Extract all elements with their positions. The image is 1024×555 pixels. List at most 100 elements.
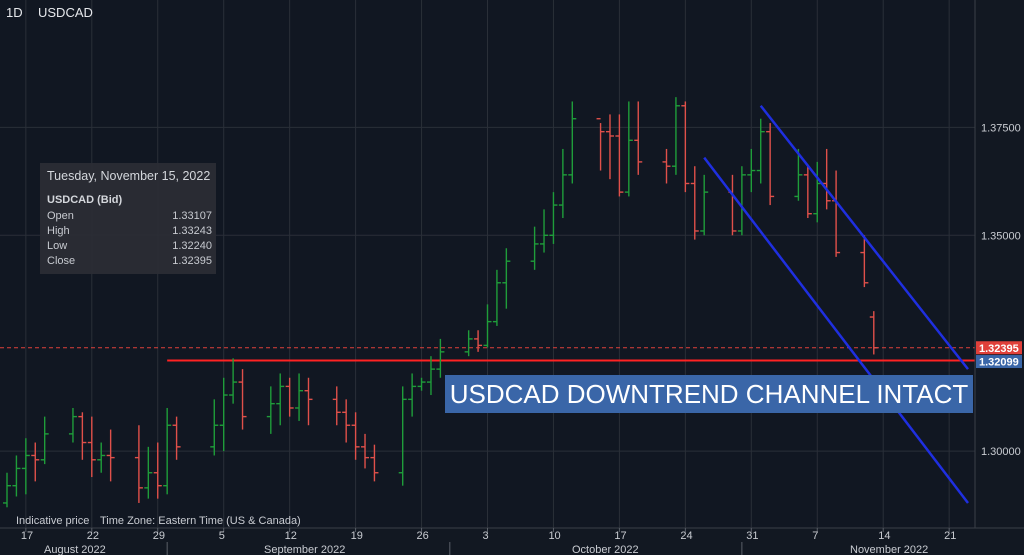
ohlc-bar[interactable] [106, 429, 115, 482]
info-row-high: High 1.33243 [47, 225, 212, 239]
support-price-label: 1.32099 [979, 357, 1019, 369]
ohlc-bar[interactable] [483, 304, 492, 348]
ohlc-bar[interactable] [12, 455, 21, 497]
ohlc-bar[interactable] [210, 399, 219, 456]
ohlc-bar[interactable] [436, 338, 445, 378]
ohlc-bar[interactable] [596, 118, 605, 171]
ohlc-bar[interactable] [728, 174, 737, 236]
info-row-low: Low 1.32240 [47, 240, 212, 254]
channel-lower-line[interactable] [703, 156, 969, 504]
time-axis-background [0, 528, 1024, 555]
ohlc-bar[interactable] [605, 114, 614, 180]
x-tick-label: 3 [483, 530, 489, 542]
ohlc-bar[interactable] [832, 170, 841, 257]
downtrend-channel[interactable] [703, 104, 969, 504]
ohlc-bar[interactable] [474, 330, 483, 352]
time-axis[interactable]: 17 22 29 5 12 19 26 3 10 17 24 31 7 14 21 August 2022 Se… [0, 527, 1024, 555]
ohlc-bar[interactable] [3, 472, 11, 508]
ohlc-bar[interactable] [361, 433, 370, 469]
ohlc-bar[interactable] [408, 373, 417, 417]
y-tick-label: 1.35000 [981, 230, 1021, 242]
ohlc-bar[interactable] [662, 148, 671, 184]
ohlc-bar[interactable] [530, 226, 539, 270]
ohlc-bar[interactable] [813, 161, 822, 223]
timezone-label[interactable]: Time Zone: Eastern Time (US & Canada) [100, 515, 301, 527]
timeframe-label[interactable]: 1D [6, 5, 23, 20]
ohlc-bar[interactable] [549, 192, 558, 244]
info-value: 1.32240 [172, 240, 212, 252]
ohlc-bar[interactable] [540, 209, 549, 253]
ohlc-bar[interactable] [295, 373, 304, 421]
ohlc-bar[interactable] [144, 446, 153, 499]
x-tick-label: 24 [680, 530, 692, 542]
ohlc-bar[interactable] [492, 269, 501, 326]
month-label: September 2022 [264, 544, 345, 555]
ohlc-bar[interactable] [219, 377, 228, 452]
ohlc-bar[interactable] [285, 377, 294, 417]
ohlc-bar[interactable] [700, 174, 709, 236]
ohlc-bar[interactable] [671, 97, 680, 175]
ohlc-bar[interactable] [426, 356, 435, 396]
info-row-open: Open 1.33107 [47, 210, 212, 224]
ohlc-bar[interactable] [502, 248, 511, 309]
ohlc-bar[interactable] [822, 148, 831, 210]
ohlc-bar[interactable] [304, 377, 313, 426]
ohlc-bar[interactable] [40, 416, 49, 465]
ohlc-bar[interactable] [238, 369, 247, 430]
ohlc-bar[interactable] [398, 386, 407, 486]
x-tick-label: 5 [219, 530, 225, 542]
ohlc-bar[interactable] [351, 412, 360, 460]
ohlc-bar[interactable] [747, 148, 756, 193]
ohlc-bar[interactable] [21, 438, 30, 495]
current-price-label: 1.32395 [979, 343, 1019, 355]
ohlc-bar[interactable] [134, 425, 143, 503]
ohlc-bar[interactable] [690, 166, 699, 240]
month-label: August 2022 [44, 544, 106, 555]
ohlc-bar[interactable] [756, 118, 765, 184]
ohlc-bar[interactable] [68, 407, 77, 443]
ohlc-bar[interactable] [766, 123, 775, 206]
ohlc-bar[interactable] [558, 148, 567, 219]
ohlc-bar[interactable] [860, 235, 869, 288]
ohlc-bar[interactable] [794, 148, 803, 201]
x-tick-label: 12 [285, 530, 297, 542]
symbol-label[interactable]: USDCAD [38, 5, 93, 20]
ohlc-bar[interactable] [163, 407, 172, 495]
info-date: Tuesday, November 15, 2022 [47, 169, 211, 183]
ohlc-bar[interactable] [332, 386, 341, 426]
ohlc-bar[interactable] [624, 101, 633, 197]
ohlc-bar[interactable] [370, 444, 379, 482]
x-tick-label: 17 [21, 530, 33, 542]
ohlc-bars[interactable] [3, 97, 878, 508]
info-label: Low [47, 240, 68, 252]
ohlc-bar[interactable] [276, 373, 285, 426]
ohlc-bar[interactable] [568, 101, 577, 184]
ohlc-bar[interactable] [172, 416, 181, 460]
x-tick-label: 22 [87, 530, 99, 542]
ohlc-bar[interactable] [266, 386, 275, 434]
info-value: 1.32395 [172, 255, 212, 267]
channel-upper-line[interactable] [759, 104, 969, 370]
ohlc-bar[interactable] [464, 330, 473, 357]
info-label: Open [47, 210, 74, 222]
ohlc-bar[interactable] [869, 311, 878, 355]
x-tick-label: 21 [944, 530, 956, 542]
ohlc-bar[interactable] [681, 101, 690, 193]
ohlc-bar[interactable] [31, 442, 40, 482]
x-tick-label: 14 [878, 530, 890, 542]
ohlc-bar[interactable] [634, 101, 643, 175]
price-axis[interactable]: 1.37500 1.35000 1.30000 1.32395 1.32099 [974, 0, 1024, 555]
chart-grid [0, 0, 975, 528]
ohlc-bar[interactable] [87, 416, 96, 478]
ohlc-bar[interactable] [737, 166, 746, 236]
ohlc-bar[interactable] [229, 358, 238, 404]
ohlc-bar[interactable] [342, 399, 351, 443]
ohlc-bar[interactable] [803, 166, 812, 219]
ohlc-bar[interactable] [615, 114, 624, 197]
ohlc-bar[interactable] [153, 442, 162, 499]
y-tick-label: 1.37500 [981, 122, 1021, 134]
ohlc-bar[interactable] [97, 442, 106, 473]
ohlc-bar[interactable] [417, 377, 426, 391]
ohlc-bar[interactable] [78, 412, 87, 460]
